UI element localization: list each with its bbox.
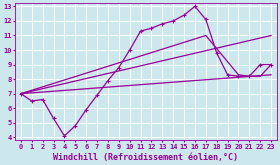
X-axis label: Windchill (Refroidissement éolien,°C): Windchill (Refroidissement éolien,°C): [53, 152, 239, 162]
